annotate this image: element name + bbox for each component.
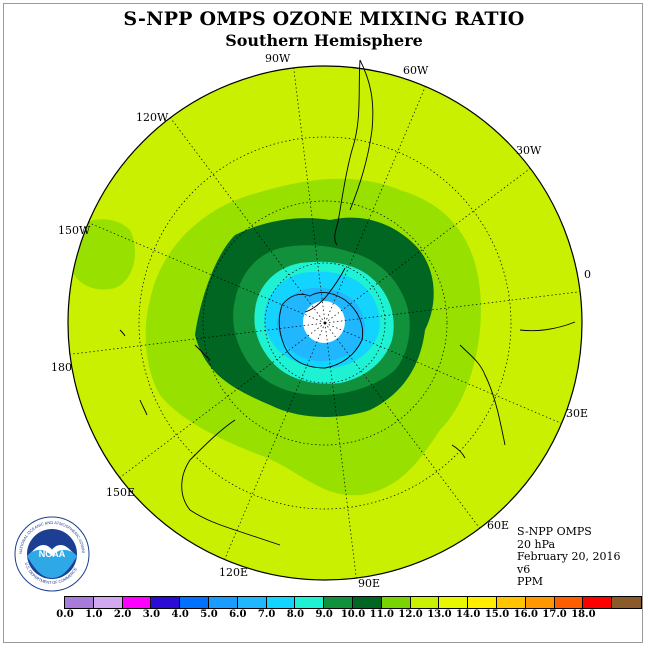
meridian-label-150w: 150W [58,224,91,237]
meridian-label-120w: 120W [136,111,169,124]
colorbar-tick-label: 6.0 [229,609,247,620]
colorbar-swatch [583,597,613,608]
colorbar-swatch [295,597,325,608]
colorbar-tick-label: 15.0 [484,609,510,620]
meridian-line [324,291,581,324]
info-units: PPM [517,575,544,588]
colorbar-swatch [525,597,555,608]
colorbar-swatch [208,597,238,608]
colorbar-tick-label: 18.0 [571,609,596,620]
colorbar-swatch [410,597,440,608]
meridian-label-30w: 30W [516,144,542,157]
coastline-new-zealand [194,344,211,361]
meridian-label-60w: 60W [403,64,429,77]
meridian-line [324,322,562,424]
figure-frame [3,3,643,643]
colorbar-tick-label: 8.0 [286,609,305,620]
colorbar-tick-label: 11.0 [369,609,394,620]
colorbar-swatch [496,597,526,608]
info-version: v6 [517,562,531,576]
map-title: S-NPP OMPS OZONE MIXING RATIO [123,8,525,30]
coastlines [119,59,576,546]
coastline-south-america [334,59,374,246]
colorbar-swatch [324,597,353,608]
colorbar-tick-label: 2.0 [113,609,132,620]
colorbar-tick-label: 10.0 [340,609,366,620]
colorbar-swatch [237,597,267,608]
colorbar-tick-label: 12.0 [398,609,423,620]
colorbar-swatch [612,597,641,608]
info-block: S-NPP OMPS 20 hPa February 20, 2016 v6 P… [517,525,621,589]
meridian-line [324,168,531,324]
colorbar-swatch [151,597,181,608]
meridian-line [324,322,357,579]
coastline-antarctic-peninsula [304,267,346,313]
noaa-logo: NOAA NATIONAL OCEANIC AND ATMOSPHERIC AD… [14,516,90,592]
coastline-africa [459,321,576,446]
info-date: February 20, 2016 [517,550,621,563]
colorbar-tick-label: 0.0 [56,609,74,620]
coastline-australia [181,419,281,546]
colorbar-swatch [468,597,497,608]
colorbar-tick-label: 17.0 [542,609,567,620]
meridian-label-90w: 90W [265,52,291,65]
meridian-line [324,86,426,324]
colorbar-tick-label: 14.0 [456,609,481,620]
meridian-line [324,322,480,529]
colorbar-swatch [122,597,152,608]
colorbar-tick-label: 9.0 [315,609,333,620]
colorbar-swatch [554,597,584,608]
colorbar-ticks: 0.0 1.0 2.0 3.0 4.0 5.0 6.0 7.0 8.0 9.0 10.0 11.0 12… [0,609,648,623]
map-disk-outline [67,65,583,581]
colorbar-tick-label: 7.0 [257,609,276,620]
colorbar-tick-label: 5.0 [200,609,218,620]
meridian-label-90e: 90E [358,577,381,590]
meridian-label-60e: 60E [487,519,510,532]
map-subtitle: Southern Hemisphere [225,31,423,50]
colorbar-tick-label: 16.0 [513,609,538,620]
meridian-label-30e: 30E [566,407,589,420]
colorbar-swatch [65,597,94,608]
colorbar-tick-label: 13.0 [427,609,452,620]
colorbar-swatch [439,597,469,608]
colorbar-swatch [266,597,296,608]
meridian-line [69,322,326,355]
meridian-line [119,322,326,478]
info-level: 20 hPa [517,537,556,551]
meridian-label-150e: 150E [106,486,136,499]
meridian-label-0: 0 [584,268,591,281]
meridian-line [293,67,326,324]
meridian-label-180: 180 [51,361,72,374]
colorbar-swatch [180,597,209,608]
meridian-line [88,222,326,324]
coastline-islands [119,329,466,459]
noaa-logo-text: NOAA [39,549,66,559]
colorbar-swatch [352,597,382,608]
colorbar-tick-label: 1.0 [85,609,103,620]
colorbar [64,596,642,609]
colorbar-tick-label: 4.0 [171,609,189,620]
contour-level-11-west [70,219,135,290]
meridian-label-120e: 120E [219,566,249,579]
colorbar-tick-label: 3.0 [142,609,161,620]
graticule [69,67,581,579]
colorbar-swatch [381,597,411,608]
meridian-line [224,322,326,560]
meridian-line [170,117,326,324]
coastline-antarctica [278,292,364,369]
colorbar-swatch [93,597,123,608]
info-instrument: S-NPP OMPS [517,525,592,538]
